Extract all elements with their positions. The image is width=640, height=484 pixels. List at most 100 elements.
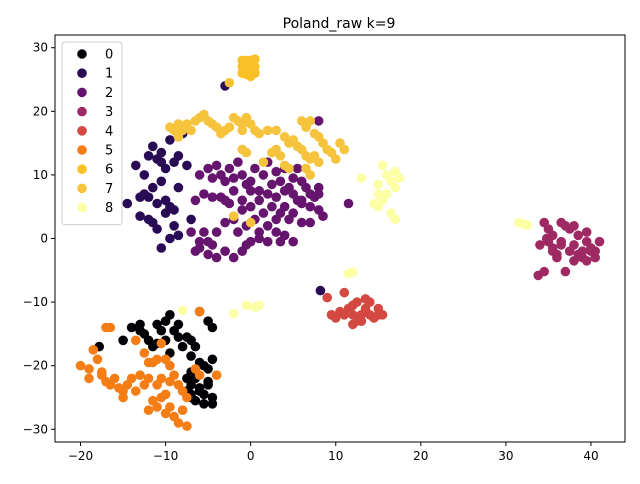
data-point-cluster-2: [262, 189, 273, 199]
data-point-cluster-2: [237, 195, 247, 206]
legend: 0 1 2 3 4 5 6 7 8: [61, 41, 123, 226]
x-tick-label: −10: [153, 449, 178, 463]
data-point-cluster-5: [165, 402, 175, 412]
data-point-cluster-2: [220, 195, 230, 206]
x-tick-label: 0: [247, 449, 255, 463]
data-point-cluster-3: [581, 227, 592, 237]
x-tick-label: 20: [413, 449, 428, 463]
data-point-cluster-8: [394, 173, 405, 183]
data-point-cluster-2: [313, 182, 324, 193]
data-point-cluster-0: [203, 364, 213, 374]
data-point-cluster-5: [194, 370, 205, 381]
data-point-cluster-2: [343, 198, 354, 209]
data-point-cluster-2: [207, 192, 218, 202]
data-point-cluster-2: [254, 233, 264, 244]
data-point-cluster-5: [152, 354, 162, 365]
legend-marker-1: [77, 68, 87, 78]
data-point-cluster-5: [75, 360, 86, 371]
x-tick-label: 10: [328, 449, 343, 463]
data-point-cluster-2: [186, 227, 196, 237]
legend-marker-5: [77, 145, 87, 155]
data-point-cluster-2: [318, 211, 328, 221]
legend-label-8: 8: [105, 201, 113, 216]
data-point-cluster-1: [156, 243, 167, 253]
data-point-cluster-5: [165, 376, 175, 387]
data-point-cluster-7: [237, 125, 247, 136]
data-point-cluster-2: [288, 189, 299, 199]
data-point-cluster-0: [207, 392, 218, 403]
data-point-cluster-2: [194, 236, 205, 247]
data-point-cluster-0: [203, 376, 213, 387]
data-point-cluster-5: [165, 360, 175, 371]
legend-marker-8: [77, 202, 87, 213]
data-point-cluster-2: [305, 217, 316, 228]
y-tick-label: −30: [23, 422, 48, 436]
data-point-cluster-7: [228, 211, 239, 221]
data-point-cluster-2: [288, 173, 299, 183]
data-point-cluster-2: [237, 205, 247, 215]
data-point-cluster-8: [377, 160, 388, 171]
data-point-cluster-1: [152, 198, 162, 209]
data-point-cluster-5: [156, 373, 167, 384]
data-point-cluster-5: [131, 386, 141, 396]
data-point-cluster-2: [207, 173, 218, 183]
data-point-cluster-2: [258, 170, 269, 180]
y-tick-label: −10: [23, 295, 48, 309]
data-point-cluster-1: [169, 221, 179, 231]
data-point-cluster-2: [284, 214, 294, 225]
data-point-cluster-5: [135, 370, 145, 381]
data-point-cluster-3: [564, 246, 575, 256]
data-point-cluster-8: [390, 214, 401, 225]
data-point-cluster-5: [177, 405, 188, 416]
data-point-cluster-2: [211, 252, 222, 263]
legend-marker-7: [77, 183, 87, 194]
data-point-cluster-3: [581, 255, 592, 266]
legend-box: [61, 41, 123, 226]
data-point-cluster-1: [173, 182, 184, 193]
data-point-cluster-1: [131, 160, 141, 171]
data-point-cluster-2: [271, 214, 282, 225]
data-point-cluster-4: [339, 287, 350, 298]
data-point-cluster-3: [590, 246, 600, 256]
data-point-cluster-2: [245, 201, 256, 212]
data-point-cluster-5: [211, 370, 222, 381]
data-point-cluster-1: [148, 182, 158, 193]
data-point-cluster-4: [360, 294, 371, 304]
data-point-cluster-2: [267, 179, 277, 190]
data-point-cluster-2: [254, 186, 264, 196]
data-point-cluster-3: [594, 236, 605, 247]
data-point-cluster-0: [165, 310, 175, 320]
data-point-cluster-2: [220, 176, 230, 187]
data-point-cluster-1: [169, 205, 179, 215]
data-point-cluster-2: [305, 201, 316, 212]
data-point-cluster-2: [313, 116, 324, 126]
data-point-cluster-2: [211, 227, 222, 237]
data-point-cluster-5: [152, 402, 162, 412]
data-point-cluster-2: [245, 186, 256, 196]
data-point-cluster-2: [262, 236, 273, 247]
data-point-cluster-8: [250, 302, 260, 313]
data-point-cluster-0: [190, 341, 201, 352]
data-point-cluster-2: [233, 157, 243, 167]
data-point-cluster-1: [315, 285, 326, 296]
y-tick-label: 0: [40, 232, 48, 246]
data-point-cluster-2: [220, 246, 230, 256]
data-point-cluster-5: [182, 392, 192, 403]
data-point-cluster-4: [365, 310, 375, 320]
data-point-cluster-2: [237, 170, 247, 180]
data-point-cluster-5: [194, 306, 205, 317]
data-point-cluster-5: [101, 322, 111, 333]
legend-label-6: 6: [105, 163, 113, 178]
data-point-cluster-2: [267, 201, 277, 212]
data-point-cluster-8: [348, 267, 358, 278]
data-point-cluster-2: [275, 236, 286, 247]
data-point-cluster-1: [156, 147, 167, 158]
legend-marker-6: [77, 164, 87, 174]
data-point-cluster-1: [186, 214, 196, 225]
data-point-cluster-2: [275, 176, 286, 187]
data-point-cluster-1: [143, 151, 154, 161]
data-point-cluster-5: [160, 389, 171, 400]
data-point-cluster-8: [390, 182, 401, 193]
data-point-cluster-7: [258, 157, 269, 167]
